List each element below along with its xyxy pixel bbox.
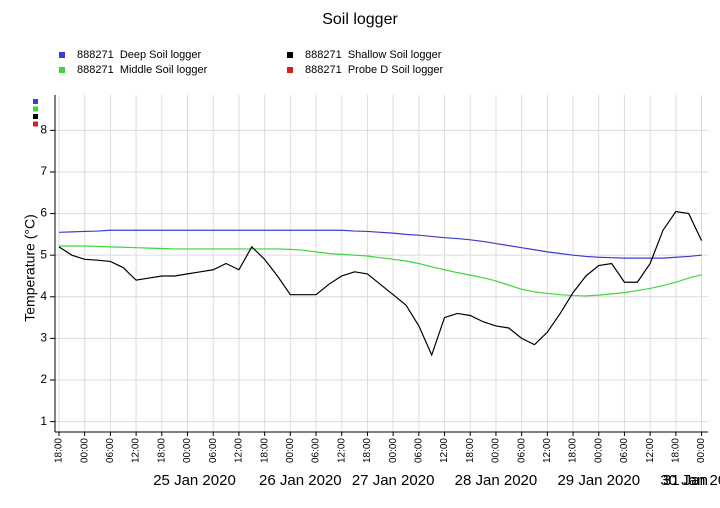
date-label: 28 Jan 2020 [455,472,538,489]
x-tick-label: 18:00 [156,438,167,463]
x-tick-label: 18:00 [671,438,682,463]
date-label: 25 Jan 2020 [153,472,236,489]
x-tick-label: 06:00 [413,438,424,463]
x-tick-label: 12:00 [439,438,450,463]
x-tick-label: 12:00 [542,438,553,463]
x-tick-label: 00:00 [388,438,399,463]
x-tick-label: 00:00 [182,438,193,463]
legend-label: 888271 Shallow Soil logger [305,49,442,61]
series-line [58,229,702,259]
series-line [59,245,702,297]
x-tick-label: 00:00 [285,438,296,463]
series-marker [33,121,38,127]
legend-swatch [287,67,293,73]
x-tick-label: 12:00 [131,438,142,463]
x-tick-label: 06:00 [516,438,527,463]
grid [55,95,708,432]
x-tick-label: 18:00 [362,438,373,463]
legend-swatch [59,67,65,73]
chart-title: Soil logger [322,11,398,28]
series-marker [33,114,38,119]
y-tick-label: 5 [40,247,47,261]
y-axis-label: Temperature (°C) [22,214,38,322]
date-label: 29 Jan 2020 [557,472,640,489]
y-tick-label: 6 [40,206,47,220]
legend-label: 888271 Middle Soil logger [77,64,208,76]
y-tick-label: 7 [40,164,47,178]
x-tick-label: 18:00 [465,438,476,463]
series-marker [33,106,38,112]
y-tick-label: 1 [40,414,47,428]
x-tick-label: 00:00 [696,438,707,463]
y-tick-label: 4 [40,289,47,303]
x-tick-label: 06:00 [208,438,219,463]
series-marker [33,99,38,104]
legend-swatch [287,52,293,58]
x-tick-label: 18:00 [568,438,579,463]
date-label: 27 Jan 2020 [352,472,435,489]
x-tick-label: 00:00 [593,438,604,463]
y-tick-label: 8 [40,123,47,137]
x-tick-label: 00:00 [491,438,502,463]
x-tick-label: 00:00 [79,438,90,463]
y-tick-label: 2 [40,372,47,386]
plot-lines [58,210,703,357]
x-tick-label: 18:00 [259,438,270,463]
series-markers [33,99,38,127]
x-tick-label: 12:00 [234,438,245,463]
date-label: 26 Jan 2020 [259,472,342,489]
x-tick-label: 12:00 [336,438,347,463]
series-line [58,210,703,357]
legend: 888271 Deep Soil logger 888271 Middle Soi… [59,49,444,76]
x-tick-label: 06:00 [619,438,630,463]
date-label: 31 Jan [663,472,708,489]
x-tick-label: 12:00 [645,438,656,463]
legend-label: 888271 Deep Soil logger [77,49,201,61]
date-label: 30 Jan 2020 [660,472,720,489]
x-tick-label: 06:00 [311,438,322,463]
legend-label: 888271 Probe D Soil logger [305,64,444,76]
x-tick-label: 18:00 [54,438,65,463]
axes: 1 2 3 4 5 6 7 8 18:00 00:00 06:00 12:00 18:00 00:00 06… [40,95,720,489]
legend-swatch [59,52,65,58]
y-tick-label: 3 [40,331,47,345]
x-tick-label: 06:00 [105,438,116,463]
